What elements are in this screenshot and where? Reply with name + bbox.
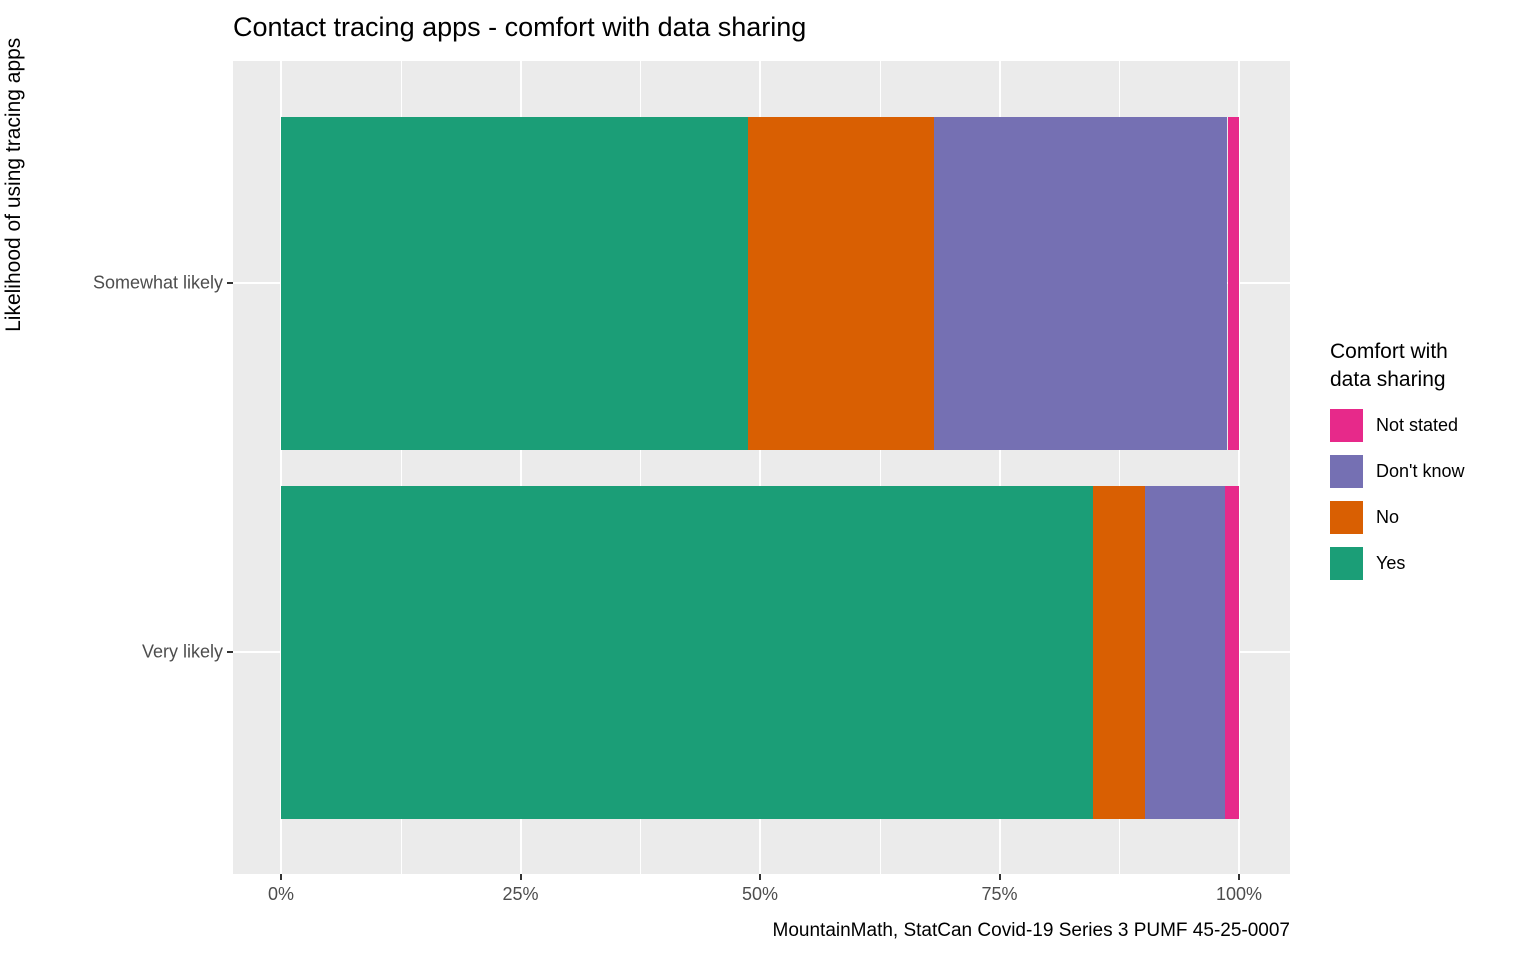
legend-items: Not stated Don't know No Yes — [1330, 408, 1530, 580]
bar-segment-yes — [281, 116, 748, 450]
legend-title: Comfort with data sharing — [1330, 340, 1448, 392]
x-tick-mark — [519, 874, 522, 880]
plot-panel — [233, 61, 1290, 874]
gridline-minor — [640, 61, 642, 874]
legend-swatch-icon — [1330, 546, 1363, 580]
legend-item: Yes — [1330, 546, 1530, 580]
bar-segment-no — [747, 116, 935, 450]
y-axis-title: Likelihood of using tracing apps — [2, 37, 25, 332]
legend-item: Not stated — [1330, 408, 1530, 442]
bar-segment-don-t-know — [934, 116, 1228, 450]
gridline-major — [759, 61, 761, 874]
legend-label: Don't know — [1376, 460, 1465, 481]
y-tick-mark — [227, 651, 233, 653]
gridline-major — [280, 61, 282, 874]
bar-segment-not-stated — [1224, 485, 1239, 819]
legend-swatch-icon — [1330, 408, 1363, 442]
x-tick-mark — [280, 874, 282, 880]
bar-segment-no — [1093, 485, 1146, 819]
chart-title: Contact tracing apps - comfort with data… — [233, 12, 807, 42]
x-tick-label: 0% — [267, 884, 295, 904]
x-tick-mark — [998, 874, 1001, 880]
legend-label: Yes — [1376, 552, 1406, 573]
y-tick-label: Very likely — [141, 641, 223, 662]
legend: Comfort with data sharing Not stated Don'… — [1330, 338, 1530, 593]
legend-item: No — [1330, 500, 1530, 534]
gridline-major — [998, 61, 1001, 874]
legend-swatch-icon — [1330, 500, 1363, 534]
y-tick-label: Somewhat likely — [92, 272, 223, 293]
legend-label: Not stated — [1376, 414, 1459, 435]
bar-segment-yes — [281, 485, 1094, 819]
x-tick-label: 75% — [981, 884, 1018, 904]
x-tick-mark — [1238, 874, 1240, 880]
gridline-minor — [1119, 61, 1121, 874]
legend-item: Don't know — [1330, 454, 1530, 488]
bar-segment-don-t-know — [1145, 485, 1225, 819]
gridline-minor — [879, 61, 881, 874]
gridline-minor — [400, 61, 402, 874]
y-tick-mark — [227, 282, 233, 284]
caption: MountainMath, StatCan Covid-19 Series 3 … — [772, 920, 1290, 941]
gridline-major — [519, 61, 522, 874]
x-tick-label: 25% — [502, 884, 539, 904]
legend-swatch-icon — [1330, 454, 1363, 488]
bar-segment-not-stated — [1227, 116, 1239, 450]
x-tick-mark — [759, 874, 761, 880]
legend-label: No — [1376, 506, 1400, 527]
x-tick-label: 50% — [741, 884, 779, 904]
x-tick-label: 100% — [1215, 884, 1263, 904]
gridline-major — [1238, 61, 1240, 874]
